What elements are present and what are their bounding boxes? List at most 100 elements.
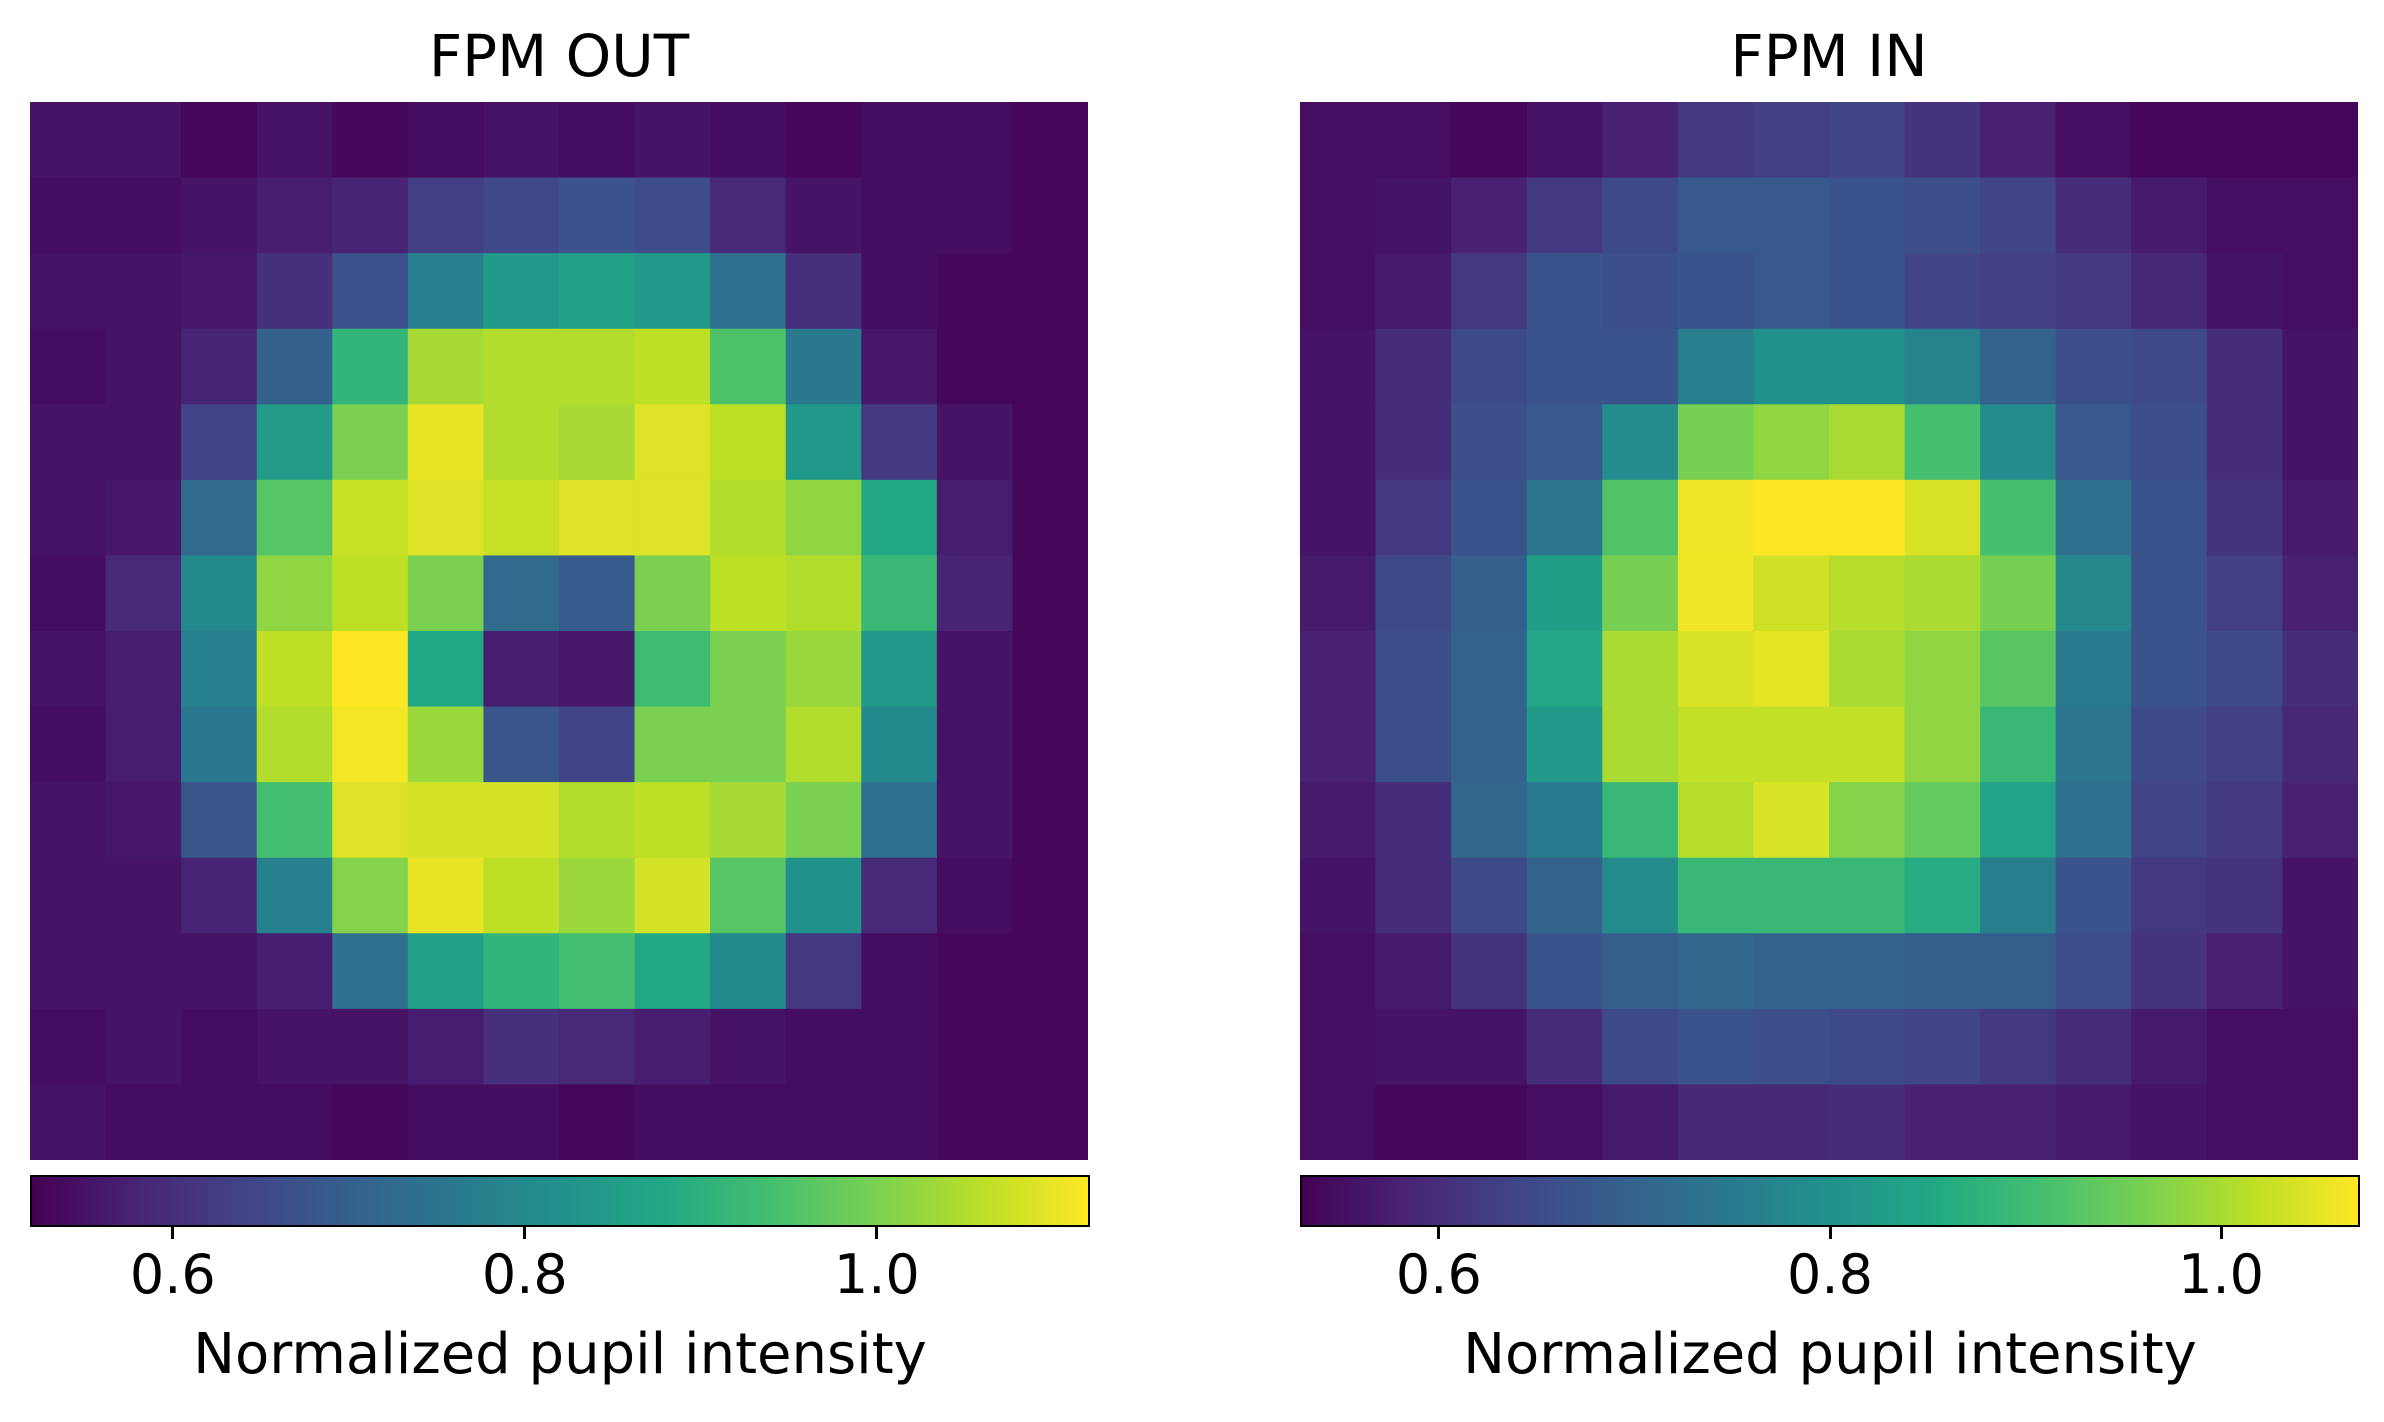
heatmap-cell bbox=[2282, 1084, 2358, 1160]
heatmap-cell bbox=[634, 555, 711, 632]
heatmap-cell bbox=[1829, 1008, 1906, 1086]
heatmap-cell bbox=[30, 555, 107, 632]
heatmap-cell bbox=[1526, 1084, 1603, 1160]
heatmap-cell bbox=[30, 253, 107, 330]
heatmap-cell bbox=[1829, 933, 1906, 1010]
heatmap-cell bbox=[1677, 102, 1755, 179]
heatmap-cell bbox=[1677, 857, 1755, 934]
heatmap-cell bbox=[2055, 1008, 2132, 1086]
heatmap-cell bbox=[1677, 328, 1755, 405]
heatmap-cell bbox=[1526, 253, 1603, 330]
heatmap-cell bbox=[407, 1084, 485, 1160]
heatmap-cell bbox=[1904, 857, 1981, 934]
heatmap-cell bbox=[1300, 1008, 1377, 1086]
heatmap-cell bbox=[710, 404, 787, 481]
heatmap-cell bbox=[1451, 555, 1528, 632]
heatmap-cell bbox=[559, 328, 636, 405]
heatmap-cell bbox=[936, 404, 1014, 481]
heatmap-cell bbox=[1829, 328, 1906, 405]
heatmap-cell bbox=[559, 706, 636, 783]
heatmap-cell bbox=[634, 404, 711, 481]
heatmap-cell bbox=[634, 328, 711, 405]
heatmap-cell bbox=[105, 1084, 182, 1160]
heatmap-cell bbox=[936, 782, 1014, 859]
heatmap-cell bbox=[30, 933, 107, 1010]
heatmap-cell bbox=[559, 933, 636, 1010]
heatmap-cell bbox=[1753, 933, 1830, 1010]
heatmap-cell bbox=[1753, 857, 1830, 934]
heatmap-cell bbox=[1451, 102, 1528, 179]
heatmap-cell bbox=[1526, 857, 1603, 934]
heatmap-cell bbox=[785, 1008, 862, 1086]
heatmap-cell bbox=[2282, 404, 2358, 481]
heatmap-cell bbox=[181, 253, 258, 330]
heatmap-cell bbox=[1451, 782, 1528, 859]
colorbar-tick-label: 0.6 bbox=[1395, 1243, 1482, 1306]
heatmap-cell bbox=[2282, 782, 2358, 859]
heatmap-cell bbox=[30, 479, 107, 557]
heatmap-cell bbox=[1012, 706, 1088, 783]
heatmap-cell bbox=[1677, 404, 1755, 481]
heatmap-cell bbox=[1375, 631, 1452, 708]
heatmap-cell bbox=[1980, 782, 2057, 859]
heatmap-cell bbox=[332, 782, 409, 859]
heatmap-cell bbox=[483, 706, 560, 783]
heatmap-cell bbox=[30, 1084, 107, 1160]
heatmap-cell bbox=[1526, 404, 1603, 481]
heatmap-cell bbox=[559, 782, 636, 859]
heatmap-cell bbox=[2055, 933, 2132, 1010]
heatmap-cell bbox=[2055, 706, 2132, 783]
heatmap-cell bbox=[785, 857, 862, 934]
heatmap-cell bbox=[936, 328, 1014, 405]
colorbar-ticks: 0.6 0.8 1.0 bbox=[1300, 1225, 2360, 1306]
heatmap-cell bbox=[710, 857, 787, 934]
heatmap-cell bbox=[256, 782, 333, 859]
colorbar-ticks: 0.6 0.8 1.0 bbox=[30, 1225, 1090, 1306]
heatmap-cell bbox=[634, 479, 711, 557]
heatmap-cell bbox=[634, 706, 711, 783]
heatmap-cell bbox=[1980, 404, 2057, 481]
heatmap-cell bbox=[936, 706, 1014, 783]
heatmap-cell bbox=[634, 631, 711, 708]
heatmap-cell bbox=[2282, 1008, 2358, 1086]
heatmap-cell bbox=[710, 479, 787, 557]
heatmap-cell bbox=[2282, 253, 2358, 330]
heatmap-cell bbox=[559, 253, 636, 330]
heatmap-cell bbox=[407, 328, 485, 405]
heatmap-cell bbox=[105, 631, 182, 708]
heatmap-cell bbox=[1753, 177, 1830, 254]
heatmap-cell bbox=[634, 933, 711, 1010]
heatmap-cell bbox=[1375, 782, 1452, 859]
heatmap-cell bbox=[1753, 706, 1830, 783]
heatmap-cell bbox=[1012, 1084, 1088, 1160]
heatmap-cell bbox=[1980, 933, 2057, 1010]
heatmap-cell bbox=[2055, 479, 2132, 557]
heatmap-cell bbox=[710, 933, 787, 1010]
heatmap-cell bbox=[1829, 404, 1906, 481]
heatmap-cell bbox=[407, 555, 485, 632]
heatmap-cell bbox=[2206, 706, 2284, 783]
heatmap-cell bbox=[1602, 706, 1679, 783]
heatmap-cell bbox=[1451, 479, 1528, 557]
heatmap-cell bbox=[256, 1084, 333, 1160]
heatmap-cell bbox=[2055, 102, 2132, 179]
heatmap-cell bbox=[785, 328, 862, 405]
heatmap-cell bbox=[483, 555, 560, 632]
colorbar-tick-mark bbox=[171, 1225, 175, 1239]
heatmap-cell bbox=[105, 782, 182, 859]
heatmap-cell bbox=[1753, 1084, 1830, 1160]
heatmap-cell bbox=[1677, 177, 1755, 254]
colorbar-tick-label: 1.0 bbox=[833, 1243, 920, 1306]
heatmap-cell bbox=[785, 177, 862, 254]
colorbar-tick-label: 0.6 bbox=[129, 1243, 216, 1306]
heatmap-cell bbox=[1012, 933, 1088, 1010]
heatmap-cell bbox=[710, 782, 787, 859]
heatmap-cell bbox=[2206, 782, 2284, 859]
heatmap-cell bbox=[1375, 404, 1452, 481]
heatmap-cell bbox=[936, 177, 1014, 254]
heatmap-cell bbox=[2282, 706, 2358, 783]
heatmap-cell bbox=[785, 479, 862, 557]
heatmap-cell bbox=[1602, 404, 1679, 481]
heatmap-cell bbox=[861, 555, 938, 632]
heatmap-cell bbox=[1451, 328, 1528, 405]
